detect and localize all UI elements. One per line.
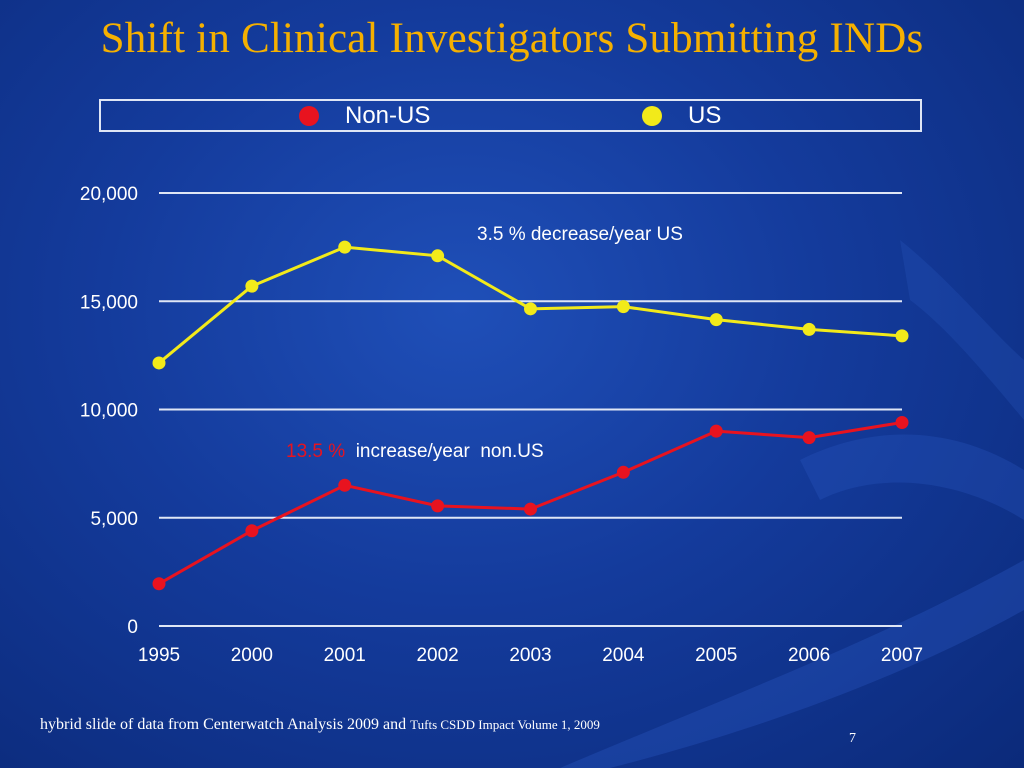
- data-point-non-us-2004: [616, 465, 630, 479]
- chart-legend: Non-US US: [99, 99, 922, 132]
- x-tick-label: 2006: [788, 645, 830, 666]
- page-number: 7: [849, 731, 856, 746]
- legend-marker-us: [642, 106, 662, 126]
- data-point-non-us-2003: [524, 502, 537, 516]
- data-point-non-us-2000: [245, 524, 259, 538]
- data-point-us-2001: [338, 240, 352, 254]
- data-point-non-us-2006: [802, 431, 816, 445]
- legend-item-non-us: Non-US: [299, 104, 430, 128]
- data-point-non-us-2007: [895, 415, 909, 429]
- data-point-us-1995: [152, 356, 166, 370]
- footer-source-small: Tufts CSDD Impact Volume 1, 2009: [410, 717, 600, 732]
- annotation-us-trend: 3.5 % decrease/year US: [477, 224, 683, 245]
- y-tick-label: 10,000: [80, 401, 138, 422]
- legend-item-us: US: [642, 104, 721, 128]
- x-axis-tick-labels: 1995 2000 2001 2002 2003 2004 2005 2006 2007: [138, 645, 923, 666]
- data-point-non-us-2002: [431, 499, 445, 513]
- x-tick-label: 1995: [138, 645, 180, 666]
- x-tick-label: 2005: [695, 645, 737, 666]
- footer-source-main: hybrid slide of data from Centerwatch An…: [40, 716, 407, 733]
- y-tick-label: 5,000: [90, 509, 138, 530]
- legend-label-us: US: [688, 102, 722, 129]
- x-tick-label: 2001: [324, 645, 366, 666]
- data-point-non-us-2005: [709, 424, 723, 438]
- data-point-us-2005: [709, 313, 723, 327]
- annotation-non-us-rate: 13.5 %: [286, 441, 345, 462]
- legend-marker-non-us: [299, 106, 319, 126]
- y-axis-tick-labels: 0 5,000 10,000 15,000 20,000: [80, 184, 138, 638]
- data-point-us-2006: [802, 322, 816, 336]
- slide-title: Shift in Clinical Investigators Submitti…: [100, 15, 924, 62]
- y-tick-label: 15,000: [80, 292, 138, 313]
- data-point-us-2002: [431, 249, 445, 263]
- legend-label-non-us: Non-US: [345, 102, 431, 129]
- x-tick-label: 2007: [881, 645, 923, 666]
- data-point-us-2007: [895, 329, 909, 343]
- x-tick-label: 2004: [602, 645, 645, 666]
- annotation-non-us-label: increase/year non.US: [345, 441, 544, 462]
- data-point-us-2004: [616, 300, 630, 314]
- data-point-us-2003: [524, 302, 537, 316]
- x-tick-label: 2002: [416, 645, 458, 666]
- grid-layer: [159, 192, 902, 627]
- data-point-non-us-1995: [152, 577, 166, 591]
- annotation-non-us-trend: 13.5 % increase/year non.US: [286, 441, 544, 462]
- y-tick-label: 0: [127, 617, 138, 638]
- series-layer: [152, 240, 909, 591]
- data-point-us-2000: [245, 279, 259, 293]
- data-point-non-us-2001: [338, 478, 352, 492]
- footer-source: hybrid slide of data from Centerwatch An…: [40, 716, 600, 734]
- x-tick-label: 2003: [509, 645, 551, 666]
- x-tick-label: 2000: [231, 645, 273, 666]
- y-tick-label: 20,000: [80, 184, 138, 205]
